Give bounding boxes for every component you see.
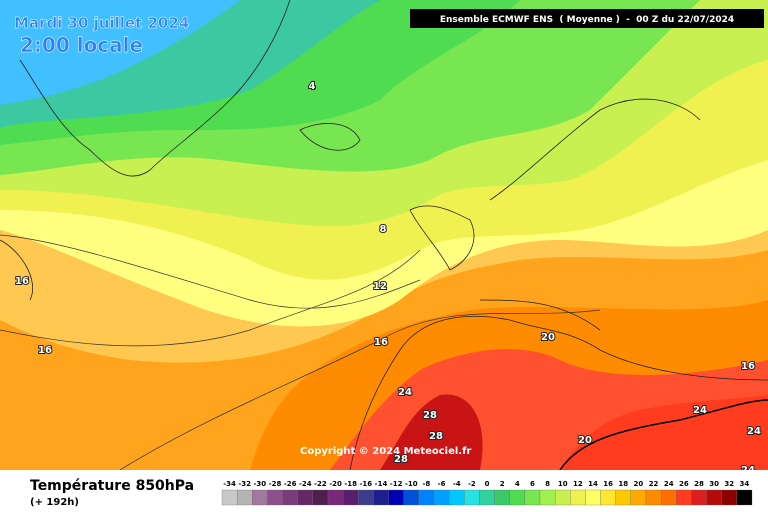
legend-label: -18 <box>344 480 357 488</box>
legend-label: -20 <box>329 480 342 488</box>
coastlines <box>0 0 768 471</box>
legend-label: 14 <box>588 480 598 488</box>
legend-swatch <box>448 489 465 506</box>
legend-label: 24 <box>664 480 674 488</box>
legend-label: -22 <box>314 480 327 488</box>
contour-label: 16 <box>15 276 29 287</box>
legend-swatch <box>494 489 510 506</box>
legend-swatch <box>221 489 238 506</box>
legend-label: -16 <box>360 480 373 488</box>
footer-lead: (+ 192h) <box>30 497 79 508</box>
legend-label: -2 <box>468 480 476 488</box>
legend-swatch <box>630 489 647 506</box>
legend-swatch <box>358 489 374 506</box>
legend-label: 22 <box>649 480 659 488</box>
legend-swatch <box>585 489 601 506</box>
legend-label: -24 <box>299 480 312 488</box>
legend-label: 32 <box>724 480 734 488</box>
valid-date: Mardi 30 juillet 2024 <box>14 14 189 32</box>
legend-label: 0 <box>485 480 490 488</box>
legend-label: 20 <box>634 480 644 488</box>
contour-label: 12 <box>373 281 387 292</box>
contour-label: 20 <box>578 435 592 446</box>
contours <box>0 234 601 471</box>
legend-swatch <box>570 489 586 506</box>
copyright: Copyright © 2024 Meteociel.fr <box>300 446 471 457</box>
legend-swatch <box>509 489 526 506</box>
contour-label: 24 <box>693 405 707 416</box>
legend-label: -34 <box>223 480 236 488</box>
contour-label: 24 <box>398 387 412 398</box>
legend-swatch <box>403 489 420 506</box>
contour-label: 4 <box>309 81 316 92</box>
legend-swatch <box>676 489 692 506</box>
legend-swatch <box>615 489 632 506</box>
legend-swatch <box>736 489 753 506</box>
legend-swatch <box>433 489 450 506</box>
contour-label: 28 <box>423 410 437 421</box>
legend-label: -26 <box>284 480 297 488</box>
legend-label: 30 <box>709 480 719 488</box>
legend-label: 16 <box>603 480 613 488</box>
model-run: Ensemble ECMWF ENS ( Moyenne ) - 00 Z du… <box>440 15 734 25</box>
contour-label: 16 <box>38 345 52 356</box>
legend-label: 34 <box>740 480 750 488</box>
legend-label: -30 <box>254 480 267 488</box>
legend-swatch <box>691 489 707 506</box>
legend-swatch <box>600 489 616 506</box>
legend-label: -4 <box>453 480 461 488</box>
legend-swatch <box>252 489 268 506</box>
legend-label: 2 <box>500 480 505 488</box>
legend-swatch <box>373 489 389 506</box>
legend-label: 10 <box>558 480 568 488</box>
legend-label: -10 <box>405 480 418 488</box>
contour-label: 28 <box>394 454 408 465</box>
legend-label: -14 <box>375 480 388 488</box>
temperature-field <box>0 0 768 470</box>
legend-swatch <box>267 489 283 506</box>
legend-label: 8 <box>545 480 550 488</box>
legend-swatch <box>418 489 435 506</box>
legend-swatch <box>312 489 329 506</box>
legend-label: -8 <box>423 480 431 488</box>
contour-label: 16 <box>741 361 755 372</box>
legend-swatch <box>554 489 571 506</box>
legend-label: 28 <box>694 480 704 488</box>
legend-swatch <box>721 489 738 506</box>
legend-swatch <box>236 489 253 506</box>
legend-label: 12 <box>573 480 583 488</box>
legend-swatch <box>342 489 359 506</box>
legend-label: 6 <box>530 480 535 488</box>
footer-title: Température 850hPa <box>30 478 194 494</box>
legend-label: -12 <box>390 480 403 488</box>
contour-label: 20 <box>541 332 555 343</box>
legend-swatch <box>388 489 404 506</box>
contour-label: 8 <box>380 224 387 235</box>
legend-label: 18 <box>618 480 628 488</box>
contour-label: 16 <box>374 337 388 348</box>
legend-swatch <box>327 489 344 506</box>
legend-swatch <box>297 489 314 506</box>
legend-swatch <box>464 489 480 506</box>
color-legend: -34 -32 -30 -28 -26 -24 -22 -20 -18 -16 -14 -12 -10-… <box>221 480 753 506</box>
legend-label: 4 <box>515 480 520 488</box>
legend-label: -32 <box>238 480 251 488</box>
legend-swatch <box>539 489 556 506</box>
legend-label: -28 <box>269 480 282 488</box>
legend-label: -6 <box>438 480 446 488</box>
contour-label: 24 <box>747 426 761 437</box>
legend-swatch <box>524 489 541 506</box>
legend-label: 26 <box>679 480 689 488</box>
contour-label: 28 <box>429 431 443 442</box>
legend-swatch <box>479 489 495 506</box>
legend-swatch <box>645 489 662 506</box>
legend-swatch <box>660 489 677 506</box>
legend-swatch <box>282 489 298 506</box>
legend-swatch <box>706 489 722 506</box>
header-box <box>410 9 764 28</box>
valid-time: 2:00 locale <box>20 33 143 57</box>
